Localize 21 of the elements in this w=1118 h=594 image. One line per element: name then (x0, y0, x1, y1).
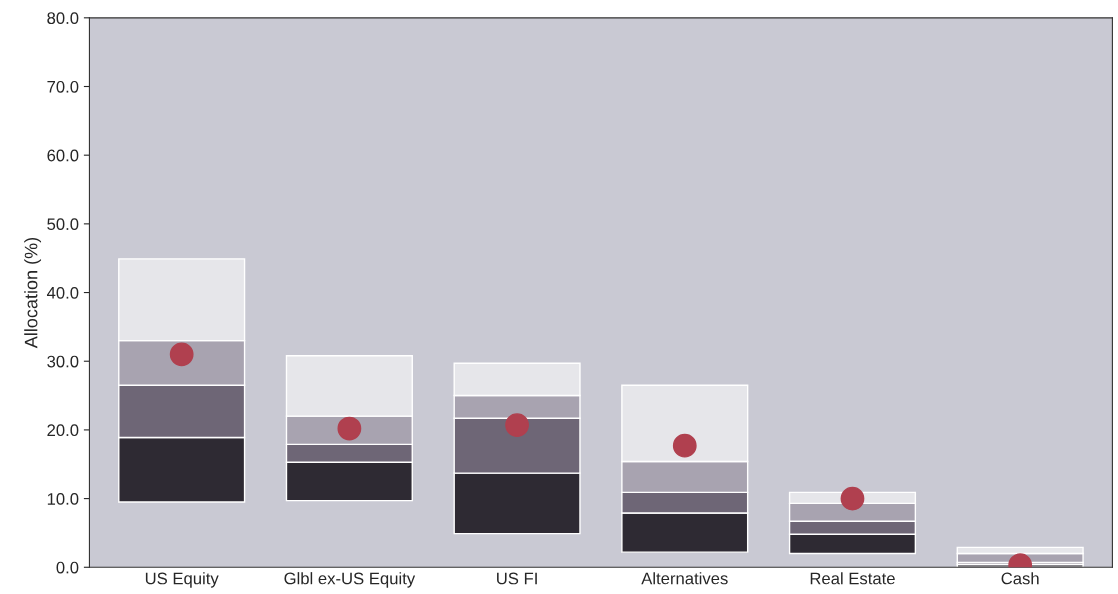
point (505, 413, 529, 437)
y-tick-label: 40.0 (46, 286, 79, 299)
y-tick-label: 60.0 (47, 149, 79, 162)
x-tick-label: Real Estate (810, 572, 895, 585)
y-tick-label: 80.0 (47, 12, 79, 25)
x-tick-label: US FI (497, 572, 537, 585)
x-tick-label: US Equity (145, 572, 219, 588)
point (337, 416, 362, 441)
y-tick-label: 30.0 (47, 355, 79, 368)
x-tick-label: Cash (1001, 572, 1039, 585)
point (672, 433, 697, 458)
y-tick-label: 50.0 (47, 218, 79, 231)
x-tick-label: Glbl ex-US Equity (284, 572, 416, 588)
x-tick-label: Alternatives (641, 572, 728, 585)
y-tick-label: 10.0 (47, 492, 79, 505)
point (840, 486, 865, 511)
y-tick-label: 70.0 (47, 80, 79, 93)
y-tick-label: 20.0 (47, 424, 79, 437)
y-axis-title: Allocation (%) (24, 237, 42, 349)
y-tick-label: 0.0 (56, 561, 79, 574)
point (169, 342, 194, 367)
